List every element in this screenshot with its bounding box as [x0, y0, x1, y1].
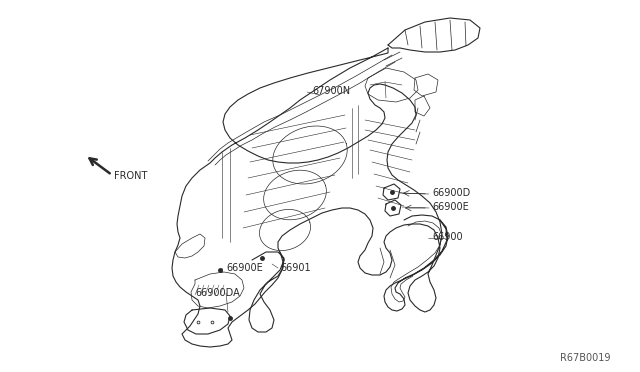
- Text: 67900N: 67900N: [312, 86, 350, 96]
- Text: FRONT: FRONT: [114, 171, 147, 181]
- Text: 66901: 66901: [280, 263, 310, 273]
- Text: R67B0019: R67B0019: [560, 353, 611, 363]
- Text: 66900E: 66900E: [226, 263, 263, 273]
- Text: 66900DA: 66900DA: [195, 288, 240, 298]
- Text: 66900E: 66900E: [432, 202, 468, 212]
- Text: 66900D: 66900D: [432, 188, 470, 198]
- Text: 66900: 66900: [432, 232, 463, 242]
